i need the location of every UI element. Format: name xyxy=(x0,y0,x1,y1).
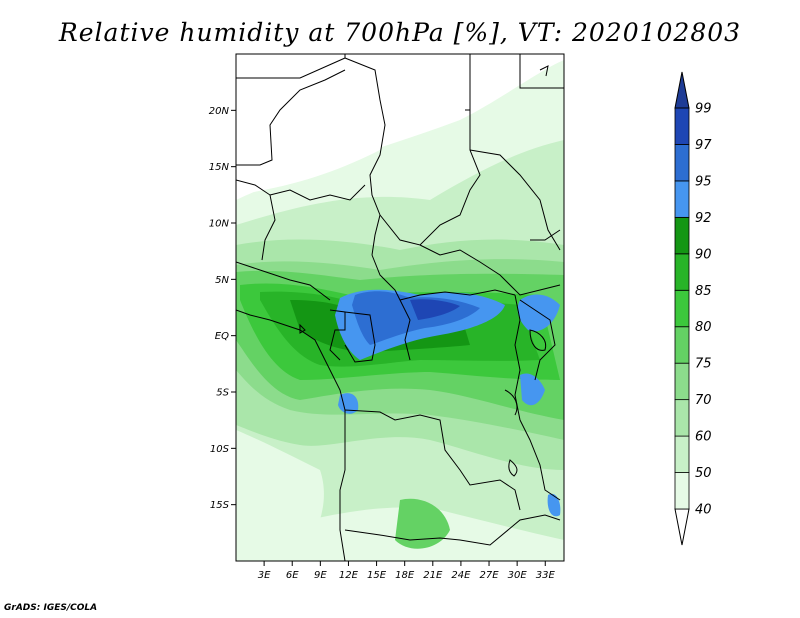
colorbar-swatch xyxy=(674,289,690,328)
colorbar-swatch xyxy=(674,180,690,218)
lat-tick-label: 20N xyxy=(209,106,230,117)
colorbar-swatch xyxy=(674,399,690,437)
colorbar-high-arrow xyxy=(674,71,690,109)
colorbar-level-label: 85 xyxy=(695,284,712,299)
lat-tick-label: 15S xyxy=(210,500,230,511)
colorbar-level-label: 70 xyxy=(695,393,712,408)
colorbar-level-label: 90 xyxy=(695,247,712,262)
colorbar-level-label: 99 xyxy=(695,102,712,117)
lat-tick-label: EQ xyxy=(215,331,229,342)
colorbar: 40 50 60 70 75 80 85 90 92 95 97 99 xyxy=(674,71,712,546)
colorbar-level-label: 75 xyxy=(695,357,712,372)
colorbar-low-arrow xyxy=(674,508,690,546)
lat-tick-label: 10S xyxy=(210,444,230,455)
colorbar-level-label: 40 xyxy=(695,503,712,518)
lon-tick-label: 6E xyxy=(286,570,299,581)
colorbar-swatch xyxy=(674,326,690,364)
colorbar-swatch xyxy=(674,144,690,182)
country-borders xyxy=(236,54,564,561)
colorbar-swatch xyxy=(674,216,690,255)
lat-tick-label: 5S xyxy=(216,388,229,399)
colorbar-swatch xyxy=(674,472,690,510)
colorbar-level-label: 92 xyxy=(695,211,712,226)
latitude-axis: 20N 15N 10N 5N EQ 5S 10S 15S xyxy=(209,106,236,511)
lon-tick-label: 30E xyxy=(508,570,528,581)
colorbar-swatch xyxy=(674,435,690,473)
colorbar-level-label: 95 xyxy=(695,174,712,189)
lat-tick-label: 10N xyxy=(209,219,230,230)
lon-tick-label: 24E xyxy=(451,570,471,581)
humidity-field xyxy=(236,54,564,561)
longitude-axis: 3E 6E 9E 12E 15E 18E 21E 24E 27E 30E 33E xyxy=(258,561,556,581)
lon-tick-label: 33E xyxy=(536,570,556,581)
lat-tick-label: 15N xyxy=(209,162,230,173)
map-frame xyxy=(235,53,565,562)
lon-tick-label: 3E xyxy=(258,570,271,581)
colorbar-swatch xyxy=(674,253,690,291)
colorbar-swatch xyxy=(674,362,690,401)
colorbar-level-label: 97 xyxy=(695,138,712,153)
map-title: Relative humidity at 700hPa [%], VT: 202… xyxy=(58,18,742,47)
colorbar-level-label: 80 xyxy=(695,320,712,335)
lon-tick-label: 12E xyxy=(339,570,359,581)
lon-tick-label: 9E xyxy=(314,570,327,581)
lon-tick-label: 27E xyxy=(480,570,500,581)
lon-tick-label: 18E xyxy=(395,570,415,581)
lon-tick-label: 21E xyxy=(423,570,443,581)
colorbar-level-label: 50 xyxy=(695,466,712,481)
lon-tick-label: 15E xyxy=(367,570,387,581)
colorbar-swatch xyxy=(674,107,690,145)
grads-credit: GrADS: IGES/COLA xyxy=(4,603,98,613)
colorbar-level-label: 60 xyxy=(695,430,712,445)
lat-tick-label: 5N xyxy=(215,275,229,286)
